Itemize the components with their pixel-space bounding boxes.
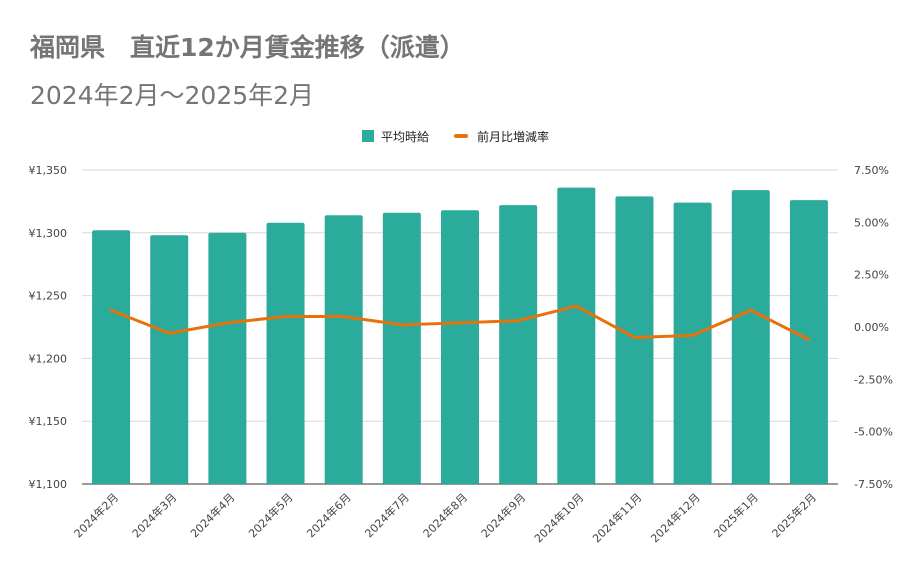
x-tick-label: 2024年8月 [420, 490, 470, 540]
y-axis-right: -7.50% -5.00% -2.50% 0.00% 2.50% 5.00% 7.50% [854, 164, 893, 491]
line-point [342, 315, 346, 319]
line-point [807, 338, 811, 342]
chart-title: 福岡県 直近12か月賃金推移（派遣） [30, 33, 465, 62]
bar [92, 230, 131, 484]
bar [789, 200, 828, 485]
bar [673, 202, 712, 484]
x-tick-label: 2024年7月 [362, 490, 412, 540]
chart-subtitle: 2024年2月～2025年2月 [30, 81, 315, 110]
x-tick-label: 2024年10月 [531, 490, 586, 545]
x-axis-labels: 2024年2月 2024年3月 2024年4月 2024年5月 2024年6月 2024年… [71, 490, 819, 545]
x-tick-label: 2024年4月 [187, 490, 237, 540]
legend-label-bar: 平均時給 [381, 130, 429, 144]
y-left-tick-label: ¥1,150 [29, 415, 68, 428]
bar [557, 187, 596, 485]
y-left-tick-label: ¥1,250 [29, 290, 68, 303]
legend-label-line: 前月比増減率 [477, 129, 549, 144]
x-tick-label: 2025年1月 [711, 490, 761, 540]
line-point [574, 304, 578, 308]
y-left-tick-label: ¥1,350 [29, 164, 68, 177]
bar [382, 212, 421, 485]
y-left-tick-label: ¥1,300 [29, 227, 68, 240]
y-right-tick-label: 2.50% [854, 269, 889, 282]
line-point [167, 331, 171, 335]
y-axis-left: ¥1,100 ¥1,150 ¥1,200 ¥1,250 ¥1,300 ¥1,350 [29, 164, 68, 491]
x-tick-label: 2025年2月 [769, 490, 819, 540]
x-tick-label: 2024年5月 [245, 490, 295, 540]
bar [208, 232, 247, 484]
y-right-tick-label: -2.50% [854, 373, 893, 386]
bar [499, 205, 538, 484]
line-point [400, 323, 404, 327]
y-left-tick-label: ¥1,100 [29, 478, 68, 491]
x-tick-label: 2024年11月 [589, 490, 644, 545]
bar [150, 235, 189, 484]
x-tick-label: 2024年2月 [71, 490, 121, 540]
x-tick-label: 2024年9月 [478, 490, 528, 540]
bar-series [92, 187, 828, 485]
line-point [225, 321, 229, 325]
bar [441, 210, 479, 484]
line-point [284, 315, 288, 319]
line-point [516, 319, 520, 323]
bar [266, 222, 305, 484]
x-tick-label: 2024年12月 [648, 490, 703, 545]
y-right-tick-label: 0.00% [854, 321, 889, 334]
line-series [109, 304, 811, 342]
line-point [109, 308, 113, 312]
x-tick-label: 2024年6月 [304, 490, 354, 540]
y-right-tick-label: 7.50% [854, 164, 889, 177]
bar [731, 190, 770, 484]
bar [324, 215, 363, 484]
bar [615, 196, 654, 484]
y-left-tick-label: ¥1,200 [29, 352, 68, 365]
line-point [632, 335, 636, 339]
y-right-tick-label: 5.00% [854, 216, 889, 229]
line-point [691, 333, 695, 337]
legend-swatch-line [454, 134, 468, 138]
y-right-tick-label: -7.50% [854, 478, 893, 491]
legend: 平均時給 前月比増減率 [362, 129, 549, 144]
x-tick-label: 2024年3月 [129, 490, 179, 540]
legend-swatch-bar [362, 130, 374, 142]
y-right-tick-label: -5.00% [854, 426, 893, 439]
line-point [749, 308, 753, 312]
line-point [458, 321, 462, 325]
